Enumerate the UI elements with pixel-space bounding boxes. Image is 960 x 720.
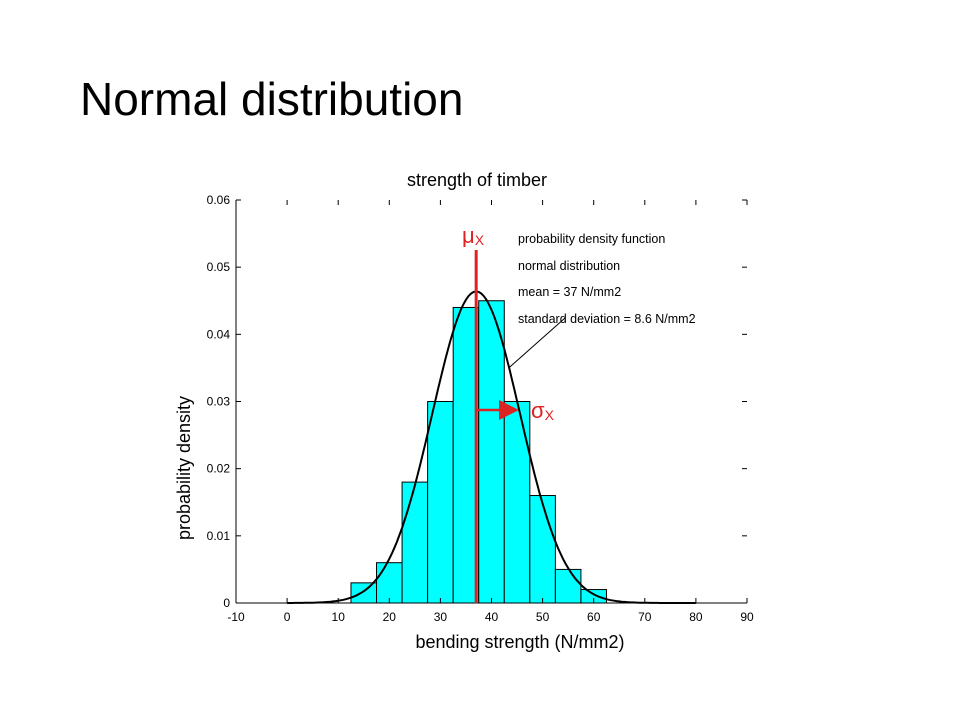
annotation-line-1: probability density function <box>518 232 665 246</box>
bar-2 <box>376 562 403 604</box>
mean-label: μX <box>462 223 485 248</box>
pdf-curve <box>287 290 696 604</box>
chart-title: strength of timber <box>407 170 547 190</box>
y-tick-label: 0.01 <box>207 529 231 543</box>
x-tick-label: 0 <box>284 610 291 624</box>
y-tick-label: 0.04 <box>207 327 231 341</box>
x-tick-label: 70 <box>638 610 652 624</box>
bar-5 <box>452 306 480 604</box>
x-tick-label: 90 <box>740 610 754 624</box>
annotation-arrow <box>508 317 566 369</box>
plot-axes <box>235 199 748 604</box>
x-tick-label: -10 <box>227 610 245 624</box>
x-tick-label: 30 <box>434 610 448 624</box>
x-tick-label: 10 <box>332 610 346 624</box>
bar-9 <box>554 568 582 604</box>
annotation-line-4: standard deviation = 8.6 N/mm2 <box>518 312 696 326</box>
annotation-line-3: mean = 37 N/mm2 <box>518 285 621 299</box>
slide-title: Normal distribution <box>80 73 464 125</box>
bar-8 <box>529 495 556 604</box>
x-tick-labels: -10 0 10 20 30 40 50 60 70 80 90 <box>227 610 754 624</box>
x-tick-label: 50 <box>536 610 550 624</box>
x-tick-label: 20 <box>383 610 397 624</box>
bar-1 <box>350 582 378 604</box>
bar-3 <box>401 481 429 604</box>
x-axis-label: bending strength (N/mm2) <box>415 632 624 652</box>
y-tick-label: 0.05 <box>207 260 231 274</box>
y-tick-label: 0.02 <box>207 462 231 476</box>
bar-6 <box>478 300 505 604</box>
y-tick-label: 0 <box>223 596 230 610</box>
y-tick-label: 0.03 <box>207 395 231 409</box>
annotation: probability density function normal dist… <box>508 232 696 369</box>
y-tick-label: 0.06 <box>207 193 231 207</box>
bar-4 <box>427 401 454 604</box>
std-label: σX <box>531 398 555 423</box>
x-tick-label: 40 <box>485 610 499 624</box>
histogram-bars <box>350 300 607 604</box>
y-axis-label: probability density <box>174 396 194 540</box>
x-tick-label: 60 <box>587 610 601 624</box>
y-tick-labels: 0 0.01 0.02 0.03 0.04 0.05 0.06 <box>207 193 231 610</box>
x-tick-label: 80 <box>689 610 703 624</box>
annotation-line-2: normal distribution <box>518 259 620 273</box>
bar-7 <box>503 401 531 604</box>
